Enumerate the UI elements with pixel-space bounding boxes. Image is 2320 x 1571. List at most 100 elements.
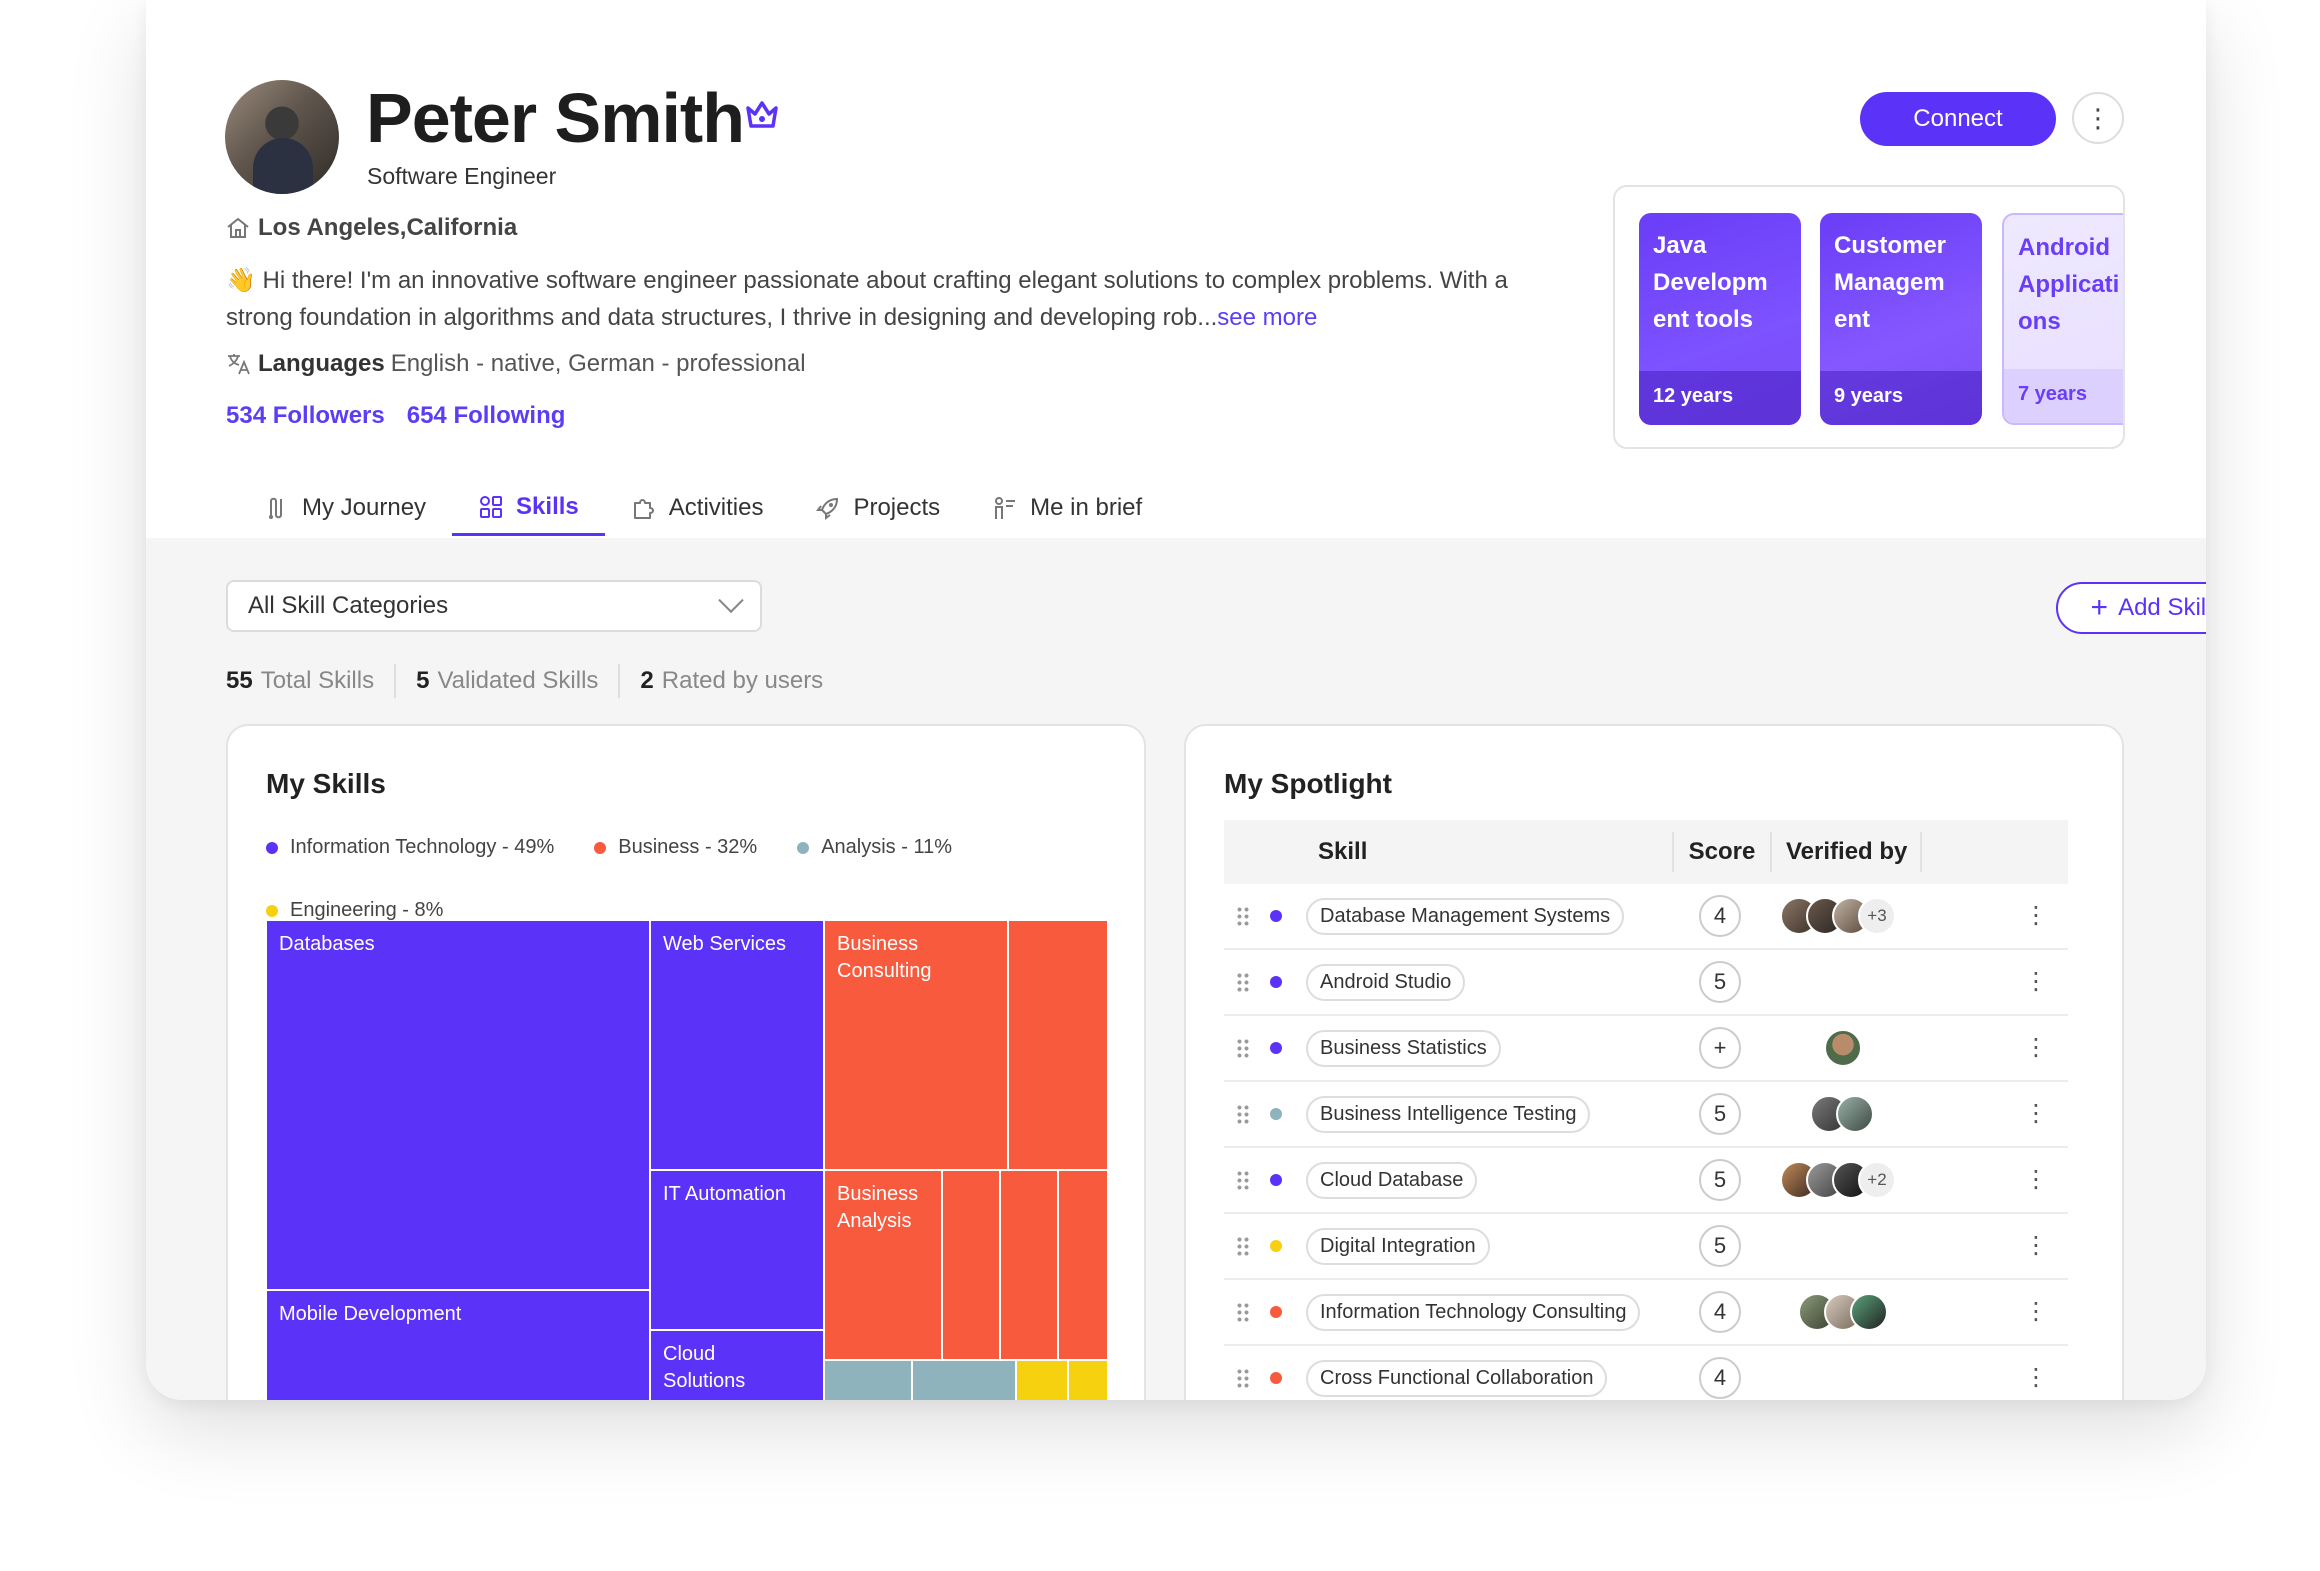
experience-years: 7 years bbox=[2004, 369, 2123, 423]
drag-handle-icon[interactable] bbox=[1236, 1170, 1250, 1190]
skill-chip[interactable]: Database Management Systems bbox=[1306, 897, 1625, 935]
connect-button[interactable]: Connect bbox=[1860, 92, 2056, 146]
legend-item: Business - 32% bbox=[594, 836, 757, 859]
table-row: Business Intelligence Testing 5 ⋮ bbox=[1224, 1082, 2068, 1148]
treemap-cell-it-automation[interactable]: IT Automation bbox=[650, 1170, 824, 1330]
category-dot bbox=[1270, 976, 1282, 988]
languages-value: English - native, German - professional bbox=[390, 350, 806, 377]
row-menu-icon[interactable]: ⋮ bbox=[2024, 1364, 2048, 1391]
category-dot bbox=[1270, 1306, 1282, 1318]
skill-chip[interactable]: Business Intelligence Testing bbox=[1306, 1095, 1591, 1133]
experience-title: Java Developm ent tools bbox=[1653, 232, 1768, 333]
skill-category-value: All Skill Categories bbox=[248, 592, 449, 619]
treemap-cell-cloud-solutions[interactable]: Cloud Solutions bbox=[650, 1330, 824, 1400]
verifier-avatars[interactable]: +2 bbox=[1780, 1161, 1896, 1199]
verifier-avatars[interactable] bbox=[1824, 1029, 1862, 1067]
row-menu-icon[interactable]: ⋮ bbox=[2024, 1298, 2048, 1325]
score-badge[interactable]: 4 bbox=[1699, 1357, 1741, 1399]
category-dot bbox=[1270, 1240, 1282, 1252]
legend-item: Engineering - 8% bbox=[266, 899, 443, 922]
treemap-cell[interactable] bbox=[942, 1170, 1000, 1360]
home-icon bbox=[227, 217, 249, 238]
profile-name: Peter Smith bbox=[366, 79, 745, 157]
skill-category-select[interactable]: All Skill Categories bbox=[226, 580, 762, 632]
score-badge[interactable]: 5 bbox=[1699, 961, 1741, 1003]
add-score-button[interactable]: + bbox=[1699, 1027, 1741, 1069]
drag-handle-icon[interactable] bbox=[1236, 1302, 1250, 1322]
treemap-cell-business-analysis[interactable]: Business Analysis bbox=[824, 1170, 942, 1360]
see-more-link[interactable]: see more bbox=[1217, 304, 1318, 331]
treemap-cell-mobile-development[interactable]: Mobile Development bbox=[266, 1290, 650, 1400]
row-menu-icon[interactable]: ⋮ bbox=[2024, 1034, 2048, 1061]
drag-handle-icon[interactable] bbox=[1236, 1368, 1250, 1388]
vertical-dots-icon: ⋮ bbox=[2085, 102, 2111, 133]
chevron-down-icon bbox=[718, 587, 744, 614]
treemap-cell[interactable] bbox=[1008, 920, 1108, 1170]
score-badge[interactable]: 5 bbox=[1699, 1225, 1741, 1267]
avatar bbox=[1824, 1029, 1862, 1067]
crown-icon bbox=[746, 101, 778, 128]
experience-card[interactable]: Android Applicati ons 7 years bbox=[2002, 213, 2123, 425]
tab-my-journey[interactable]: My Journey bbox=[238, 480, 452, 536]
avatar bbox=[1836, 1095, 1874, 1133]
row-menu-icon[interactable]: ⋮ bbox=[2024, 902, 2048, 929]
add-skill-button[interactable]: + Add Skill bbox=[2056, 582, 2206, 634]
experience-card[interactable]: Java Developm ent tools 12 years bbox=[1639, 213, 1801, 425]
more-verifiers-count: +2 bbox=[1858, 1161, 1896, 1199]
treemap-cell-web-services[interactable]: Web Services bbox=[650, 920, 824, 1170]
row-menu-icon[interactable]: ⋮ bbox=[2024, 1100, 2048, 1127]
experience-card[interactable]: Customer Managem ent 9 years bbox=[1820, 213, 1982, 425]
verifier-avatars[interactable] bbox=[1798, 1293, 1888, 1331]
skill-chip[interactable]: Information Technology Consulting bbox=[1306, 1293, 1641, 1331]
tab-projects[interactable]: Projects bbox=[789, 480, 966, 536]
rocket-icon bbox=[816, 497, 839, 520]
drag-handle-icon[interactable] bbox=[1236, 972, 1250, 992]
my-skills-panel: My Skills Information Technology - 49% B… bbox=[226, 724, 1146, 1400]
score-badge[interactable]: 5 bbox=[1699, 1159, 1741, 1201]
treemap-cell[interactable] bbox=[1058, 1170, 1108, 1360]
table-header: Skill Score Verified by bbox=[1224, 820, 2068, 884]
following-link[interactable]: 654 Following bbox=[406, 402, 566, 429]
row-menu-icon[interactable]: ⋮ bbox=[2024, 968, 2048, 995]
tab-skills[interactable]: Skills bbox=[452, 480, 605, 536]
translate-icon bbox=[228, 354, 250, 375]
drag-handle-icon[interactable] bbox=[1236, 1236, 1250, 1256]
skill-chip[interactable]: Digital Integration bbox=[1306, 1227, 1490, 1265]
row-menu-icon[interactable]: ⋮ bbox=[2024, 1232, 2048, 1259]
skill-chip[interactable]: Android Studio bbox=[1306, 963, 1466, 1001]
treemap-cell[interactable] bbox=[824, 1360, 912, 1400]
table-row: Cross Functional Collaboration 4 ⋮ bbox=[1224, 1346, 2068, 1400]
treemap-cell[interactable] bbox=[1068, 1360, 1108, 1400]
location-text: Los Angeles,California bbox=[258, 214, 518, 241]
verifier-avatars[interactable] bbox=[1810, 1095, 1874, 1133]
treemap-cell[interactable] bbox=[1016, 1360, 1068, 1400]
experience-carousel: Java Developm ent tools 12 years Customer M… bbox=[1613, 185, 2125, 449]
score-badge[interactable]: 4 bbox=[1699, 1291, 1741, 1333]
avatar[interactable] bbox=[225, 80, 339, 194]
treemap-cell[interactable] bbox=[912, 1360, 1016, 1400]
treemap-cell-databases[interactable]: Databases bbox=[266, 920, 650, 1290]
panel-title: My Skills bbox=[266, 768, 386, 799]
skill-chip[interactable]: Cross Functional Collaboration bbox=[1306, 1359, 1608, 1397]
tab-label: Projects bbox=[853, 494, 941, 521]
table-row: Cloud Database 5 +2 ⋮ bbox=[1224, 1148, 2068, 1214]
drag-handle-icon[interactable] bbox=[1236, 1038, 1250, 1058]
score-badge[interactable]: 4 bbox=[1699, 895, 1741, 937]
more-options-button[interactable]: ⋮ bbox=[2072, 92, 2124, 144]
verifier-avatars[interactable]: +3 bbox=[1780, 897, 1896, 935]
row-menu-icon[interactable]: ⋮ bbox=[2024, 1166, 2048, 1193]
treemap-cell-business-consulting[interactable]: Business Consulting bbox=[824, 920, 1008, 1170]
profile-card: Peter Smith Software Engineer Los Angele… bbox=[146, 0, 2206, 1400]
skill-chip[interactable]: Business Statistics bbox=[1306, 1029, 1501, 1067]
experience-title: Android Applicati ons bbox=[2018, 234, 2120, 335]
panel-title: My Spotlight bbox=[1224, 768, 1392, 799]
tab-activities[interactable]: Activities bbox=[605, 480, 790, 536]
followers-link[interactable]: 534 Followers bbox=[226, 402, 385, 429]
profile-role: Software Engineer bbox=[367, 163, 557, 189]
treemap-cell[interactable] bbox=[1000, 1170, 1058, 1360]
skill-chip[interactable]: Cloud Database bbox=[1306, 1161, 1478, 1199]
score-badge[interactable]: 5 bbox=[1699, 1093, 1741, 1135]
tab-me-in-brief[interactable]: Me in brief bbox=[966, 480, 1168, 536]
drag-handle-icon[interactable] bbox=[1236, 1104, 1250, 1124]
drag-handle-icon[interactable] bbox=[1236, 906, 1250, 926]
